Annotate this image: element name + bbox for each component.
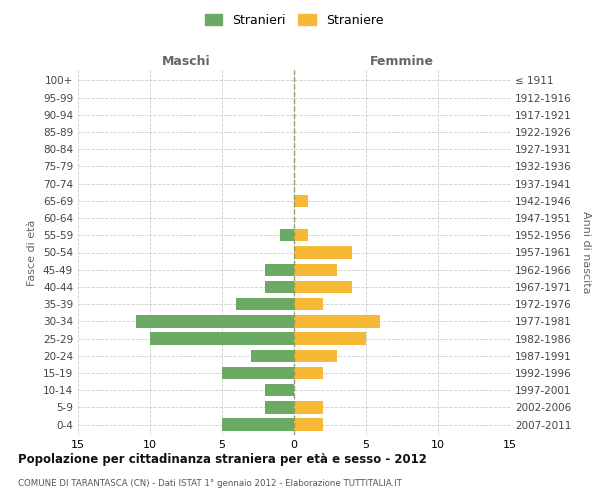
Bar — [265, 280, 294, 293]
Bar — [265, 402, 294, 413]
Bar — [150, 332, 294, 345]
Bar — [294, 298, 323, 310]
Bar — [294, 367, 323, 379]
Bar — [294, 280, 352, 293]
Bar — [251, 350, 294, 362]
Y-axis label: Anni di nascita: Anni di nascita — [581, 211, 591, 294]
Bar — [294, 194, 308, 207]
Bar — [294, 350, 337, 362]
Bar — [265, 384, 294, 396]
Bar — [236, 298, 294, 310]
Legend: Stranieri, Straniere: Stranieri, Straniere — [200, 8, 388, 32]
Bar — [265, 264, 294, 276]
Text: Femmine: Femmine — [370, 56, 434, 68]
Bar — [294, 315, 380, 328]
Bar — [136, 315, 294, 328]
Text: COMUNE DI TARANTASCA (CN) - Dati ISTAT 1° gennaio 2012 - Elaborazione TUTTITALIA: COMUNE DI TARANTASCA (CN) - Dati ISTAT 1… — [18, 479, 402, 488]
Y-axis label: Fasce di età: Fasce di età — [28, 220, 37, 286]
Bar — [294, 332, 366, 345]
Bar — [280, 229, 294, 241]
Bar — [222, 367, 294, 379]
Bar — [294, 264, 337, 276]
Bar — [222, 418, 294, 431]
Bar — [294, 246, 352, 258]
Text: Popolazione per cittadinanza straniera per età e sesso - 2012: Popolazione per cittadinanza straniera p… — [18, 452, 427, 466]
Bar — [294, 402, 323, 413]
Bar — [294, 229, 308, 241]
Bar — [294, 418, 323, 431]
Text: Maschi: Maschi — [161, 56, 211, 68]
